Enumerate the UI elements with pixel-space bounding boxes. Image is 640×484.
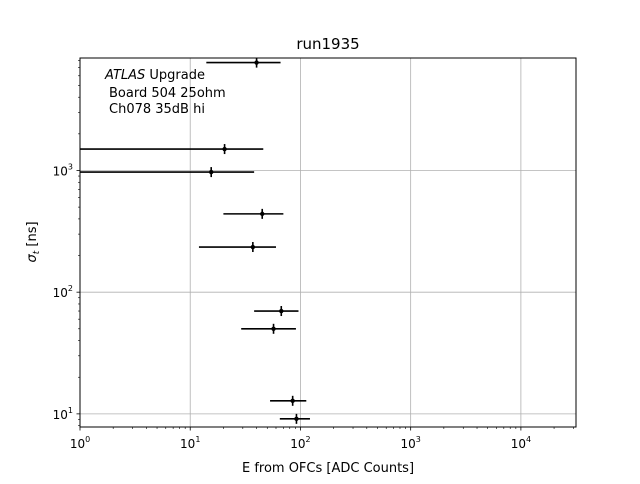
y-tick-label: 103 [53,162,73,178]
data-point [209,169,214,175]
data-point [254,60,259,65]
x-tick-label: 102 [290,435,310,451]
y-label-subscript: t [32,250,42,254]
x-tick-label: 100 [70,435,90,451]
data-points [80,57,310,424]
data-point [290,398,295,404]
atlas-label: ATLAS [104,68,145,83]
x-tick-label: 104 [511,435,531,451]
annotation-line-2: Board 504 25ohm [109,86,226,101]
y-axis-label: σt [ns] [25,221,42,262]
annotation-upgrade: Upgrade [145,68,205,83]
atlas-annotation: ATLAS Upgrade Board 504 25ohm Ch078 35dB… [104,68,226,117]
axis-ticks: 100 101 102 103 104 101 102 103 [53,60,574,451]
data-point [294,416,299,422]
y-label-unit: [ns] [25,221,40,250]
data-point [279,308,284,314]
x-tick-label: 103 [400,435,420,451]
x-tick-label: 101 [180,435,200,451]
annotation-line-1: ATLAS Upgrade [104,68,205,83]
data-point [222,146,227,152]
chart-title: run1935 [296,35,359,53]
x-axis-label: E from OFCs [ADC Counts] [242,461,414,476]
axes-frame [79,57,577,428]
data-point [271,326,276,332]
annotation-line-3: Ch078 35dB hi [109,102,205,117]
data-point [250,244,256,250]
grid-lines [79,58,576,427]
y-tick-label: 102 [53,284,73,300]
y-label-symbol: σ [25,254,40,263]
data-point [260,211,265,217]
y-tick-label: 101 [53,406,73,422]
